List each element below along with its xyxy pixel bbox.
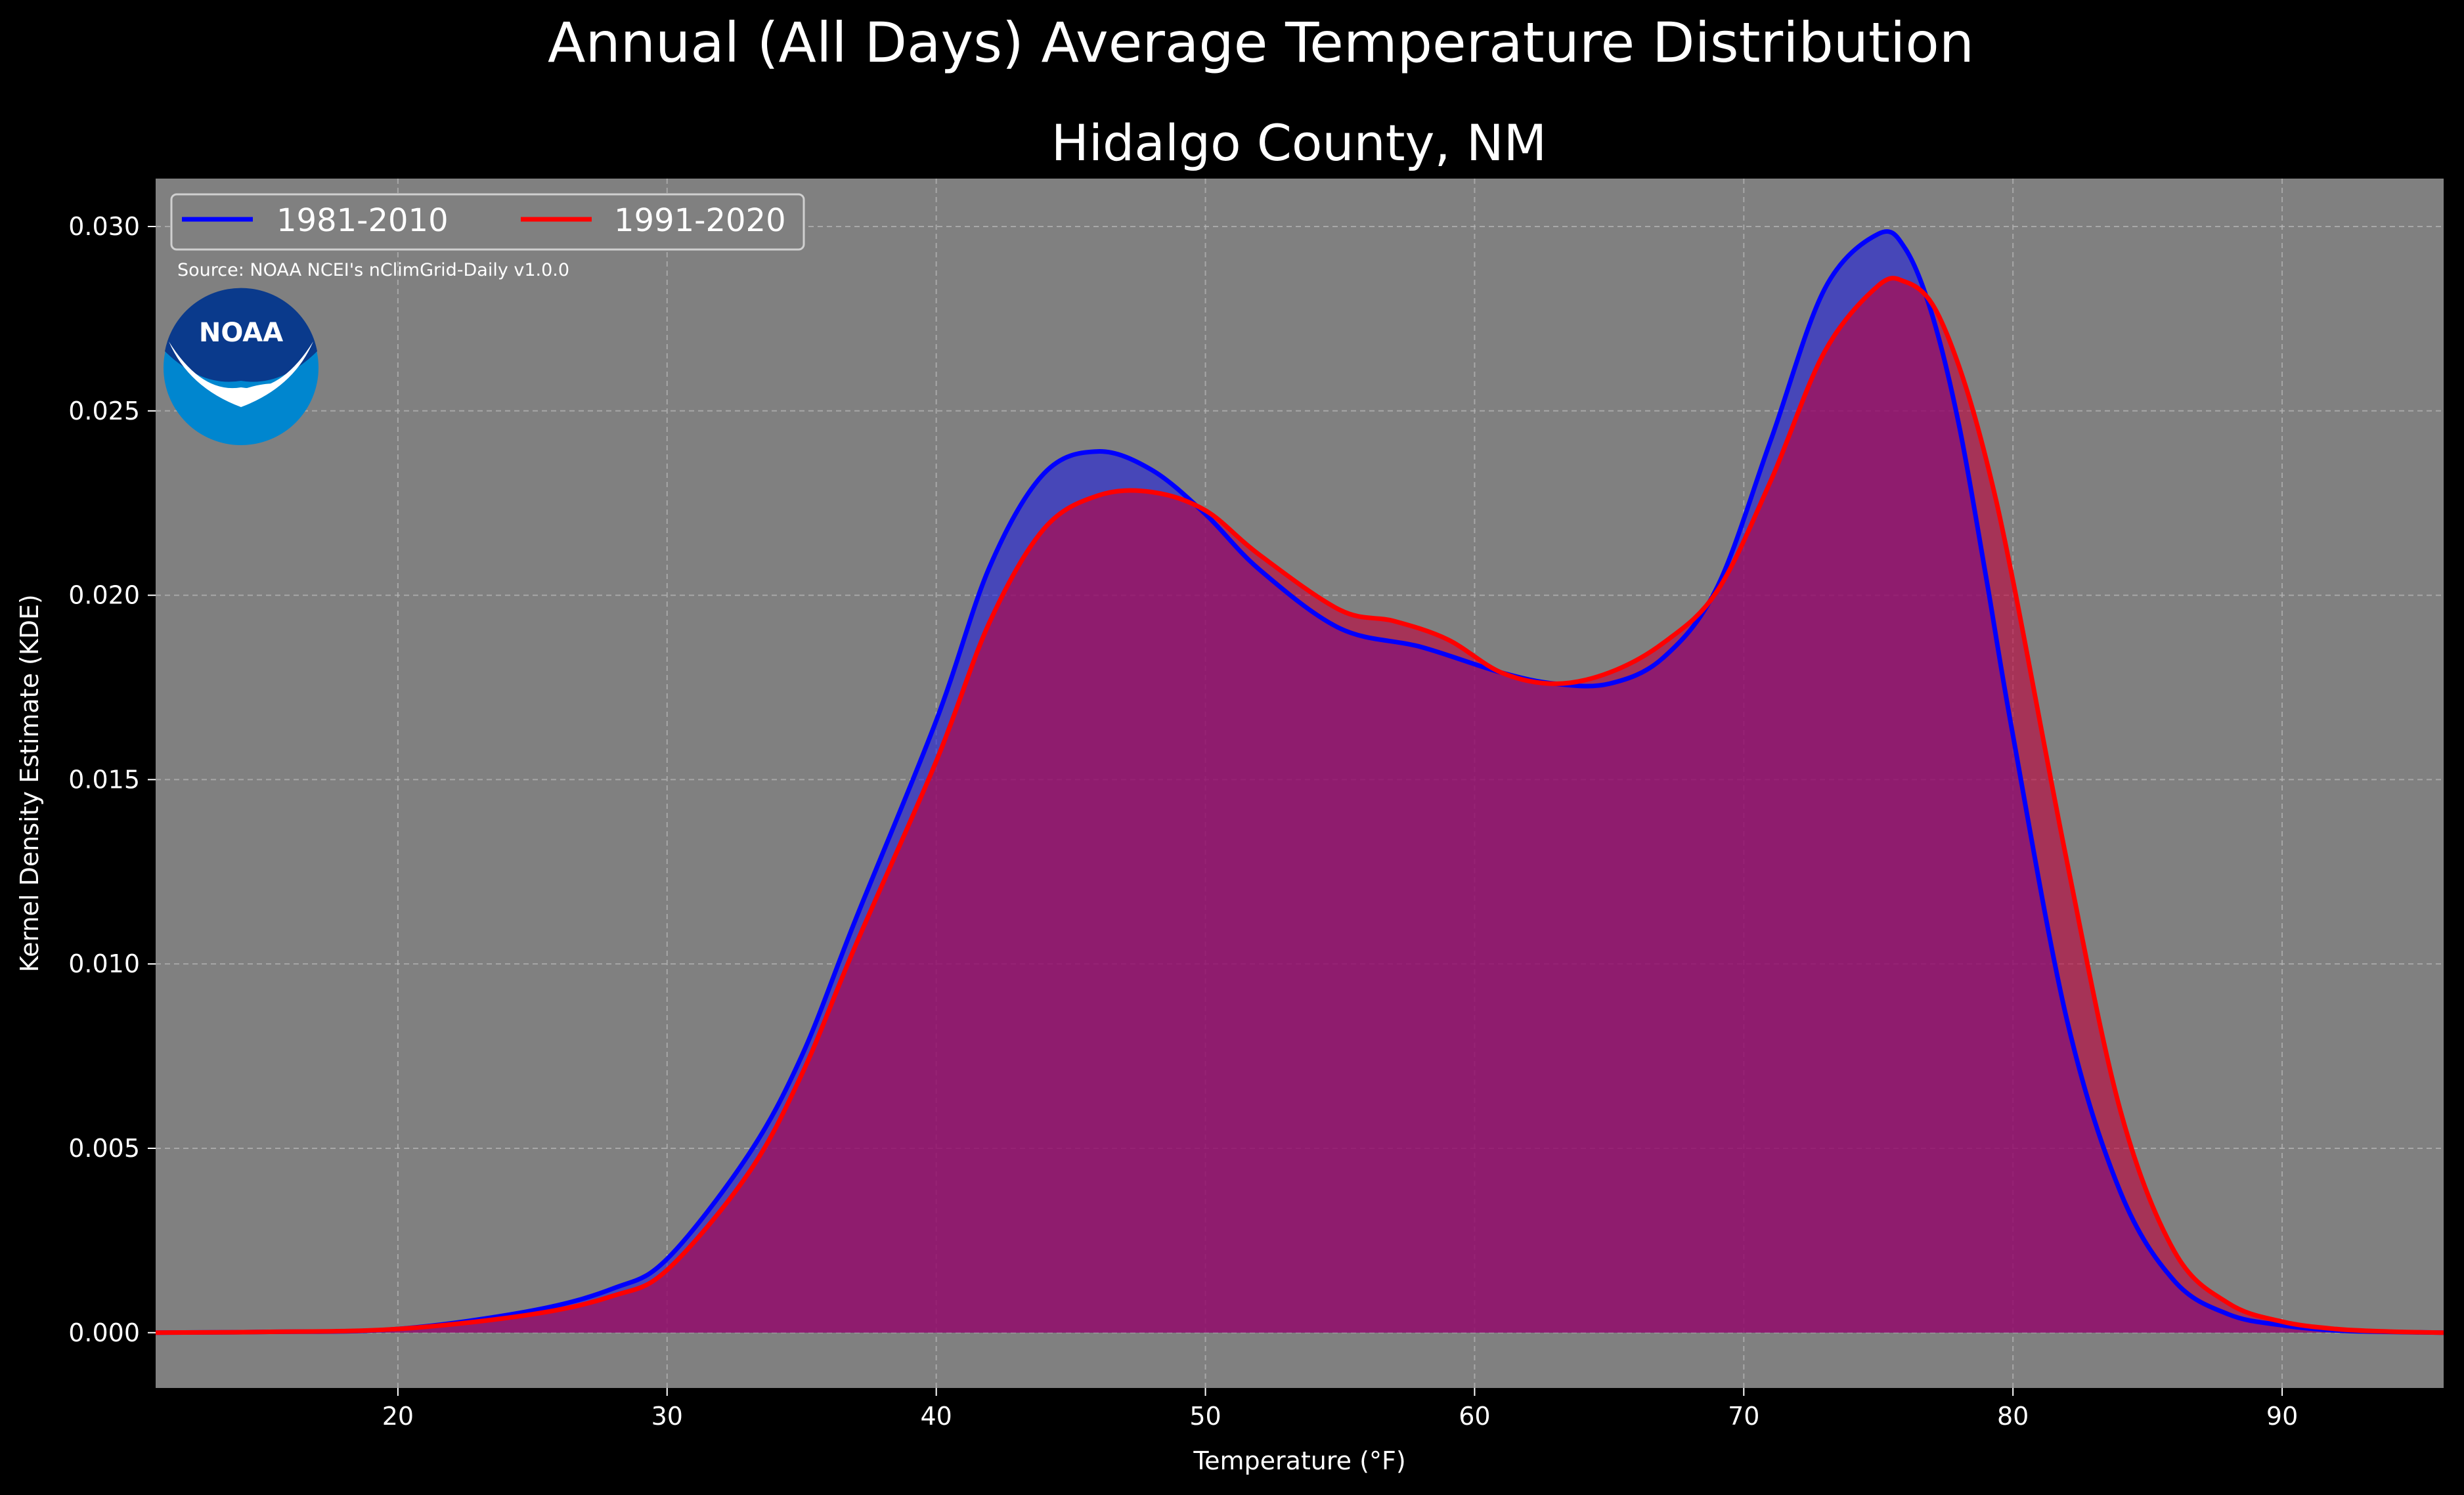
x-tick-label: 60 xyxy=(1459,1402,1490,1431)
y-axis-title: Kernel Density Estimate (KDE) xyxy=(15,594,44,972)
legend-label-1981-2010: 1981-2010 xyxy=(276,202,449,239)
y-tick-label: 0.010 xyxy=(68,949,140,978)
y-tick-label: 0.015 xyxy=(68,765,140,794)
x-tick-label: 70 xyxy=(1728,1402,1759,1431)
y-tick-label: 0.025 xyxy=(68,397,140,425)
series-1991-2020-fill xyxy=(156,278,2444,1333)
x-tick-label: 80 xyxy=(1997,1402,2029,1431)
legend-label-1991-2020: 1991-2020 xyxy=(614,202,786,239)
series-1991-2020-line xyxy=(155,276,2444,1335)
y-axis: 0.000 0.005 0.010 0.015 0.020 0.025 0.030 xyxy=(68,212,156,1347)
chart-title: Hidalgo County, NM xyxy=(1051,114,1547,172)
y-tick-label: 0.000 xyxy=(68,1318,140,1347)
legend: 1981-2010 1991-2020 xyxy=(170,193,805,251)
x-tick-label: 90 xyxy=(2266,1402,2298,1431)
legend-box xyxy=(170,193,805,251)
x-axis-title: Temperature (°F) xyxy=(1193,1446,1405,1475)
x-axis: 20 30 40 50 60 70 80 90 xyxy=(382,1388,2298,1431)
y-tick-label: 0.005 xyxy=(68,1134,140,1163)
noaa-logo-text: NOAA xyxy=(199,318,283,348)
x-tick-label: 30 xyxy=(651,1402,683,1431)
noaa-logo-icon: NOAA xyxy=(164,288,319,445)
y-tick-label: 0.020 xyxy=(68,581,140,610)
x-tick-label: 50 xyxy=(1189,1402,1221,1431)
x-tick-label: 40 xyxy=(920,1402,952,1431)
source-note: Source: NOAA NCEI's nClimGrid-Daily v1.0… xyxy=(177,260,569,280)
x-tick-label: 20 xyxy=(382,1402,414,1431)
series-layer xyxy=(155,229,2444,1335)
chart-suptitle: Annual (All Days) Average Temperature Di… xyxy=(548,11,1974,75)
y-tick-label: 0.030 xyxy=(68,212,140,241)
